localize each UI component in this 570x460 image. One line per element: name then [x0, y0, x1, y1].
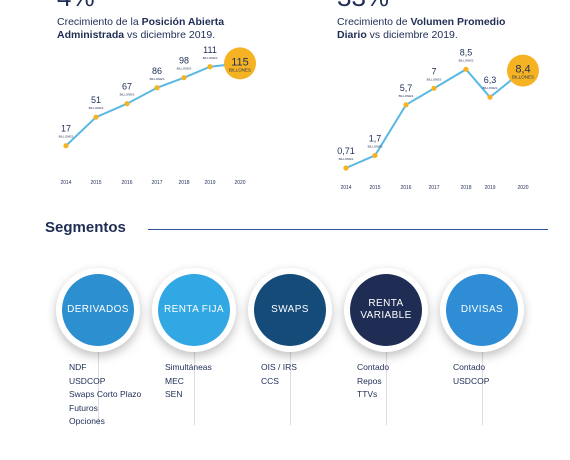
- segment-label: RENTA FIJA: [158, 274, 230, 346]
- right-value-label-2019: 6,3: [484, 75, 497, 85]
- left-value-label-2014: 17: [61, 124, 71, 134]
- segment-product-item: SEN: [165, 389, 183, 399]
- segment-label: RENTA VARIABLE: [350, 274, 422, 346]
- left-x-tick-2014: 2014: [60, 180, 71, 186]
- segment-product-list: Contado Repos TTVs: [357, 361, 389, 402]
- left-x-tick-2015: 2015: [90, 180, 101, 186]
- left-growth-percent: 4%: [57, 0, 95, 10]
- segment-label: DIVISAS: [446, 274, 518, 346]
- segment-product-item: TTVs: [357, 389, 378, 399]
- segment-product-item: Contado: [357, 362, 390, 372]
- right-series-line: [345, 68, 524, 169]
- right-x-tick-2018: 2018: [460, 185, 471, 191]
- left-unit-label-2018: BILLONES: [177, 67, 192, 71]
- segment-label: DERIVADOS: [62, 274, 134, 346]
- right-point-2019: [487, 94, 493, 100]
- left-value-label-2018: 98: [179, 56, 189, 66]
- segment-circle-renta-variable: RENTA VARIABLE: [344, 268, 428, 352]
- left-point-2019: [207, 64, 213, 70]
- right-value-label-2015: 1,7: [369, 133, 382, 143]
- right-point-2017: [431, 85, 437, 91]
- segment-product-list: Simultáneas MEC SEN: [165, 361, 212, 402]
- right-unit-label-2014: BILLONES: [339, 157, 354, 161]
- left-point-2016: [124, 101, 130, 107]
- segment-product-item: USDCOP: [453, 375, 490, 386]
- segment-circle-derivados: DERIVADOS: [56, 268, 140, 352]
- right-point-2015: [372, 152, 378, 159]
- right-unit-label-2018: BILLONES: [459, 58, 474, 62]
- segment-product-item: Repos: [357, 375, 382, 386]
- right-x-tick-2014: 2014: [340, 185, 351, 191]
- segment-divider-line: [290, 285, 291, 425]
- right-x-tick-2020: 2020: [517, 185, 528, 191]
- right-unit-label-2017: BILLONES: [427, 77, 442, 81]
- left-unit-label-2014: BILLONES: [59, 135, 74, 139]
- left-unit-label-2016: BILLONES: [120, 93, 135, 97]
- left-point-2014: [63, 143, 69, 149]
- left-unit-label-2015: BILLONES: [89, 106, 104, 110]
- segment-product-list: NDF USDCOP Swaps Corto Plazo Futuros Opcione…: [69, 361, 141, 429]
- left-point-2017: [154, 85, 160, 91]
- right-value-label-2014: 0,71: [337, 146, 355, 156]
- segments-divider: [148, 229, 548, 230]
- segment-product-list: OIS / IRS CCS: [261, 361, 297, 388]
- left-unit-label-2019: BILLONES: [203, 56, 218, 60]
- segment-divider-line: [98, 285, 99, 425]
- segment-circle-swaps: SWAPS: [248, 268, 332, 352]
- left-x-tick-2016: 2016: [121, 180, 132, 186]
- left-point-2018: [181, 75, 187, 81]
- segment-divider-line: [194, 285, 195, 425]
- left-x-tick-2019: 2019: [204, 180, 215, 186]
- segment-product-item: Simultáneas: [165, 362, 212, 372]
- segment-product-item: Opciones: [69, 416, 105, 426]
- right-chart-description: Crecimiento de Volumen Promedio Diario v…: [337, 16, 506, 41]
- right-point-2014: [343, 165, 349, 171]
- left-point-2015: [93, 114, 99, 120]
- left-value-label-2019: 111: [203, 45, 217, 55]
- right-unit-label-2015: BILLONES: [368, 144, 383, 148]
- left-x-tick-2017: 2017: [151, 180, 162, 186]
- right-value-label-2020: 8,4: [515, 64, 530, 76]
- segment-product-item: Swaps Corto Plazo: [69, 389, 142, 399]
- left-highlight-bubble: [224, 47, 256, 80]
- segment-divider-line: [386, 285, 387, 425]
- segment-circle-renta-fija: RENTA FIJA: [152, 268, 236, 352]
- right-unit-label-2020: BILLONES: [512, 75, 534, 80]
- left-value-label-2015: 51: [91, 95, 101, 105]
- right-point-2016: [403, 102, 409, 108]
- segment-product-item: MEC: [165, 375, 184, 386]
- right-value-label-2016: 5,7: [400, 83, 413, 93]
- right-x-tick-2015: 2015: [369, 185, 380, 191]
- left-unit-label-2020: BILLONES: [229, 67, 251, 72]
- right-x-tick-2016: 2016: [400, 185, 411, 191]
- right-value-label-2018: 8,5: [460, 47, 473, 57]
- segment-product-item: USDCOP: [69, 375, 106, 386]
- right-unit-label-2019: BILLONES: [483, 86, 498, 90]
- left-x-tick-2018: 2018: [178, 180, 189, 186]
- segment-divider-line: [482, 285, 483, 425]
- right-x-tick-2017: 2017: [428, 185, 439, 191]
- segment-circle-divisas: DIVISAS: [440, 268, 524, 352]
- right-highlight-bubble: [507, 54, 539, 87]
- right-unit-label-2016: BILLONES: [399, 94, 414, 98]
- segment-product-item: OIS / IRS: [261, 362, 297, 372]
- right-growth-percent: 33%: [337, 0, 389, 10]
- segment-product-list: Contado USDCOP: [453, 361, 489, 388]
- segment-label: SWAPS: [254, 274, 326, 346]
- segment-product-item: CCS: [261, 375, 279, 386]
- left-unit-label-2017: BILLONES: [150, 77, 165, 81]
- left-value-label-2016: 67: [122, 82, 132, 92]
- segment-product-item: Futuros: [69, 402, 98, 413]
- right-point-2018: [463, 66, 469, 72]
- segment-product-item: Contado: [453, 362, 486, 372]
- right-x-tick-2019: 2019: [484, 185, 495, 191]
- line-charts: 17BILLONES201451BILLONES201567BILLONES20…: [59, 45, 539, 191]
- segment-product-item: NDF: [69, 362, 87, 372]
- left-value-label-2017: 86: [152, 66, 162, 76]
- segments-title: Segmentos: [45, 219, 126, 236]
- left-chart-description: Crecimiento de la Posición Abierta Admin…: [57, 16, 225, 41]
- left-x-tick-2020: 2020: [234, 180, 245, 186]
- left-value-label-2020: 115: [231, 56, 249, 68]
- right-value-label-2017: 7: [431, 66, 436, 76]
